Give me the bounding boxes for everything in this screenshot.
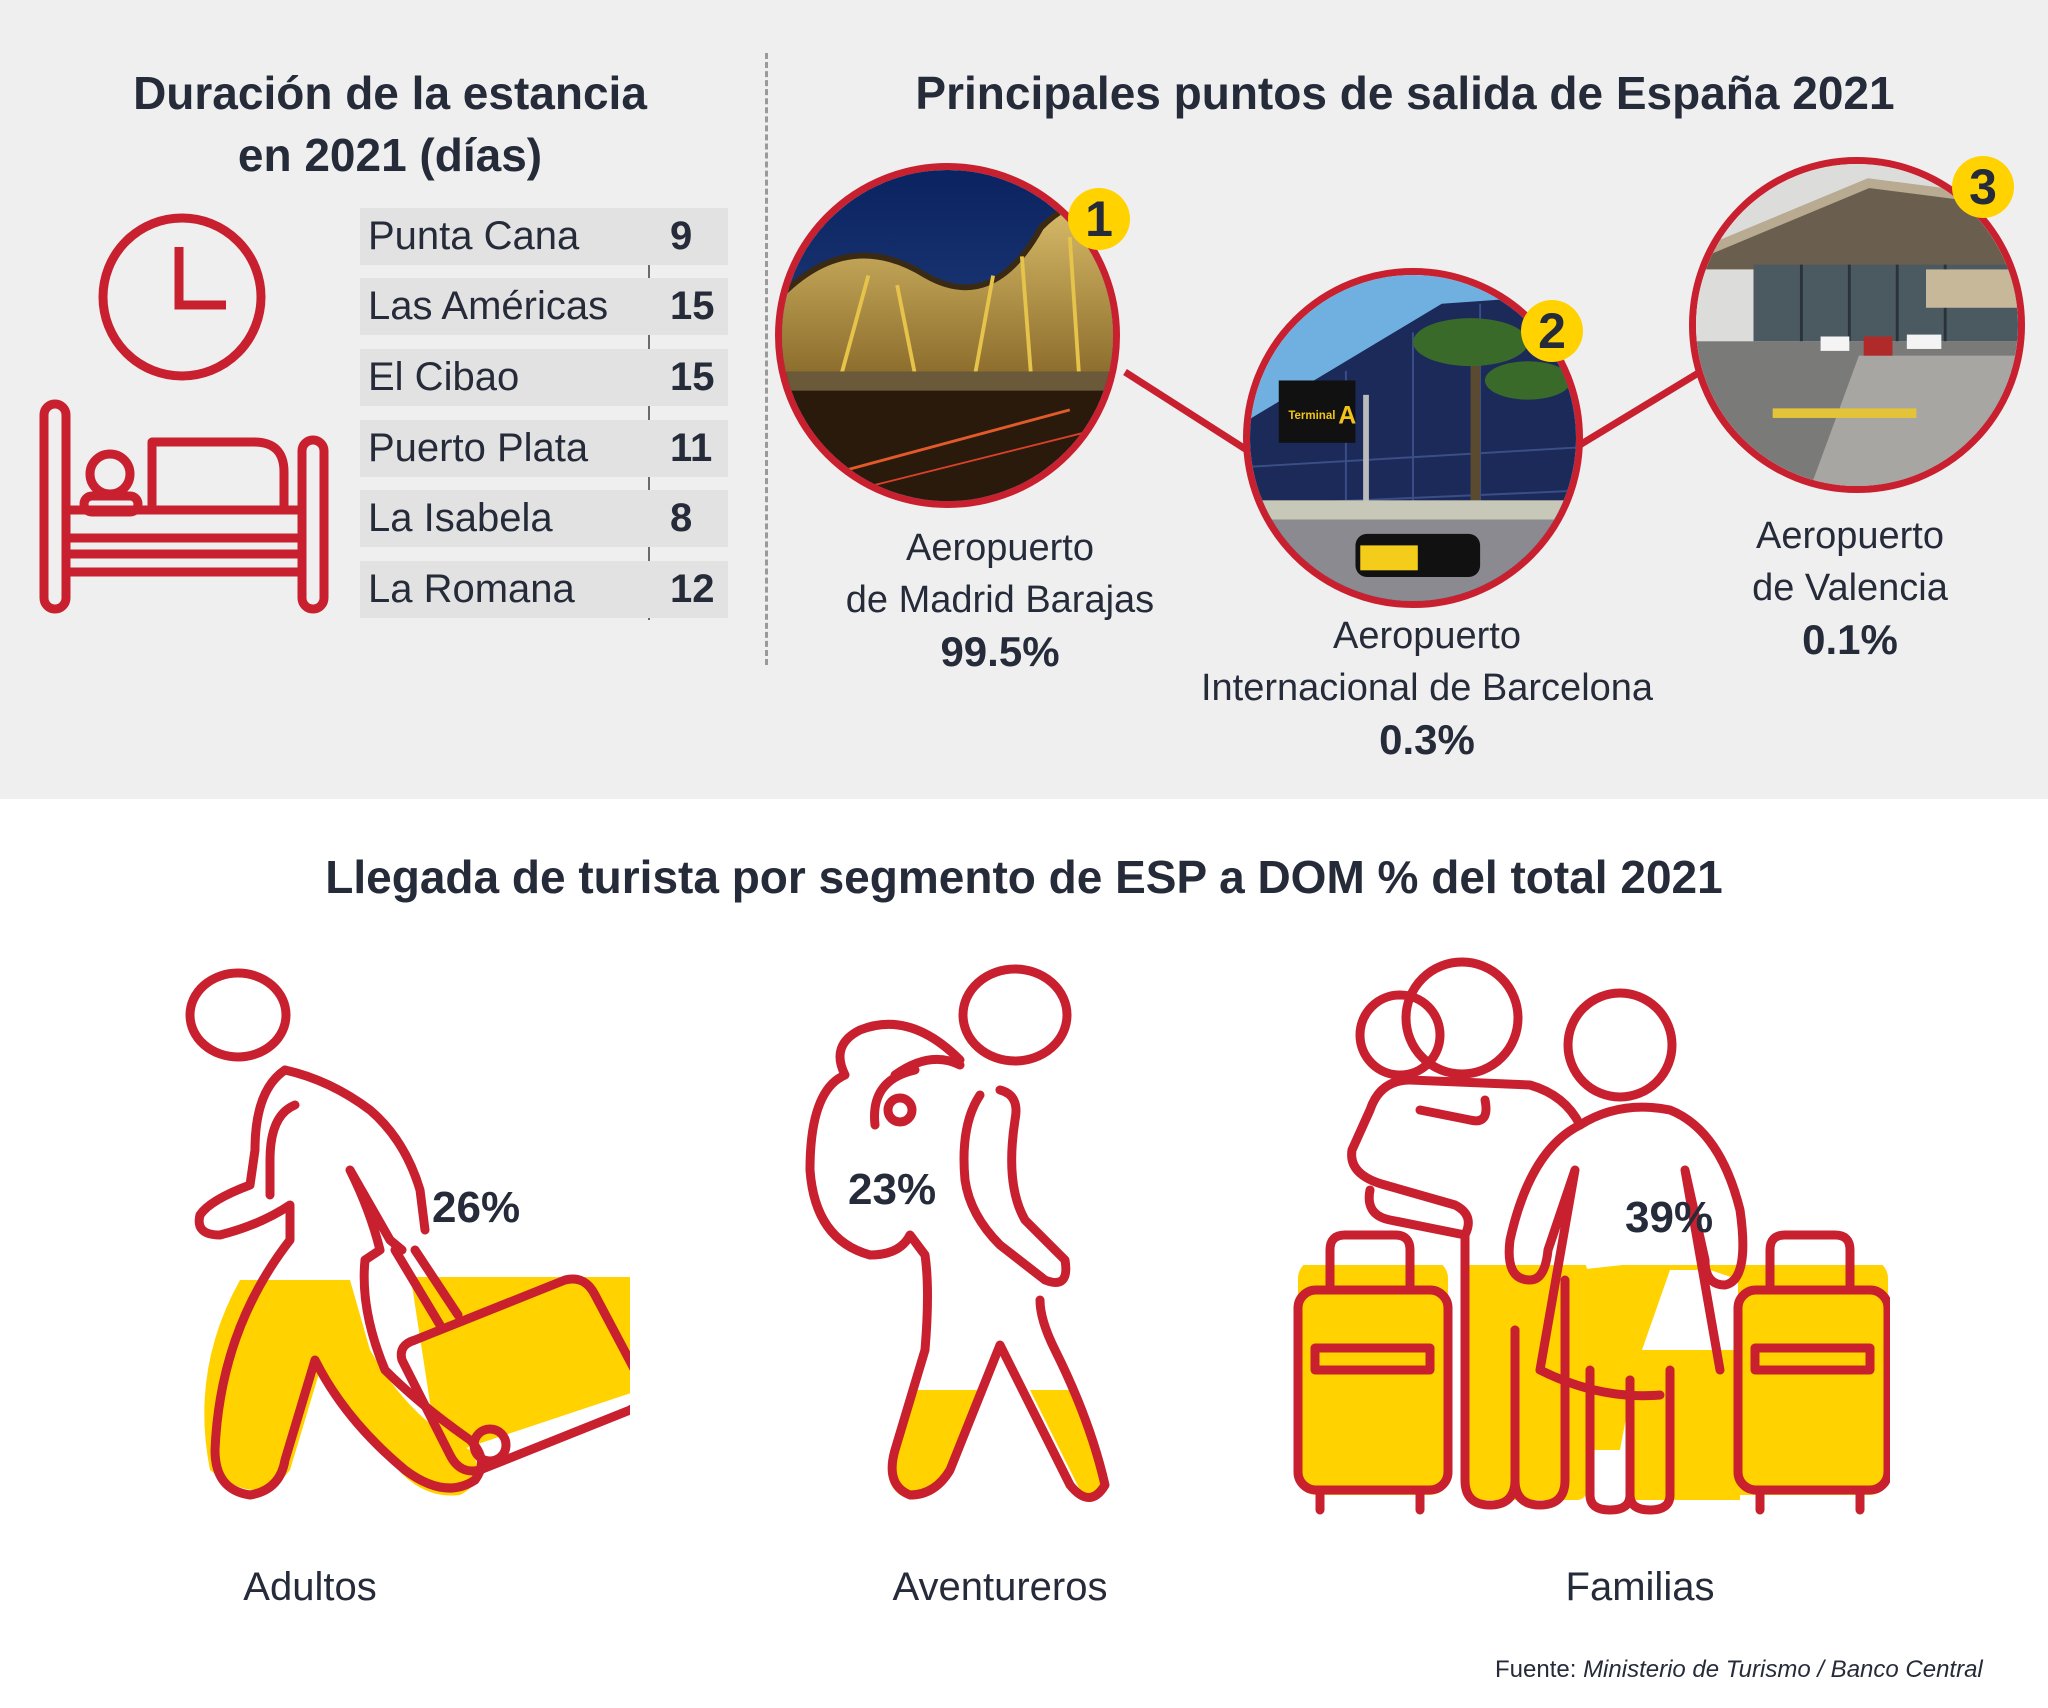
airport-name-line2: de Madrid Barajas <box>845 579 1155 621</box>
table-row: Las Américas 15 <box>360 278 728 335</box>
stay-days: 8 <box>670 496 693 540</box>
bed-icon <box>39 399 329 614</box>
clock-icon <box>98 213 266 381</box>
backpacker-icon <box>805 964 1110 1502</box>
valencia-airport-photo <box>1689 157 2025 493</box>
airport-connector-lines <box>1123 369 1702 455</box>
adults-label: Adultos <box>243 1565 377 1609</box>
table-row: Punta Cana 9 <box>360 208 728 265</box>
stay-table-divider <box>648 208 650 620</box>
table-row: El Cibao 15 <box>360 349 728 406</box>
table-row: Puerto Plata 11 <box>360 420 728 477</box>
adventurers-label: Aventureros <box>892 1565 1108 1609</box>
destination-name: La Romana <box>368 567 575 611</box>
destination-name: Las Américas <box>368 284 609 328</box>
airport-name-line1: Aeropuerto <box>1332 615 1521 657</box>
family-with-luggage-icon <box>1293 957 1890 1515</box>
source-text: Ministerio de Turismo / Banco Central <box>1583 1656 1983 1683</box>
airport-share: 99.5% <box>940 628 1060 675</box>
airport-name-line1: Aeropuerto <box>905 527 1094 569</box>
airport-name-line2: Internacional de Barcelona <box>1200 667 1654 709</box>
table-row: La Isabela 8 <box>360 490 728 547</box>
traveler-with-suitcase-icon <box>185 968 630 1500</box>
stay-days: 12 <box>670 567 715 611</box>
segments-title: Llegada de turista por segmento de ESP a… <box>325 851 1723 903</box>
stay-title-line2: en 2021 (días) <box>237 129 543 181</box>
source-prefix: Fuente: <box>1495 1656 1584 1683</box>
destination-name: Puerto Plata <box>368 426 589 470</box>
departures-title: Principales puntos de salida de España 2… <box>915 67 1895 119</box>
barcelona-airport-label: Aeropuerto Internacional de Barcelona 0.… <box>1127 610 1727 766</box>
valencia-airport-label: Aeropuerto de Valencia 0.1% <box>1680 510 2020 666</box>
destination-name: El Cibao <box>368 355 520 399</box>
stay-days: 11 <box>670 426 713 470</box>
families-label: Familias <box>1565 1565 1715 1609</box>
destination-name: La Isabela <box>368 496 553 540</box>
destination-name: Punta Cana <box>368 214 580 258</box>
adults-percentage: 26% <box>432 1183 521 1232</box>
families-percentage: 39% <box>1625 1193 1714 1242</box>
barcelona-airport-photo: Terminal A <box>1243 268 1583 608</box>
stay-days: 9 <box>670 214 693 258</box>
rank-badge-2: 2 <box>1521 300 1583 362</box>
stay-days: 15 <box>670 284 715 328</box>
airport-name-line1: Aeropuerto <box>1755 515 1944 557</box>
svg-text:Terminal: Terminal <box>1288 410 1335 422</box>
madrid-airport-label: Aeropuerto de Madrid Barajas 99.5% <box>800 522 1200 678</box>
stay-days: 15 <box>670 355 715 399</box>
stay-title-line1: Duración de la estancia <box>133 67 647 119</box>
source-note: Fuente: Ministerio de Turismo / Banco Ce… <box>1495 1656 1983 1684</box>
svg-text:A: A <box>1338 402 1356 430</box>
adventurers-percentage: 23% <box>848 1165 937 1214</box>
rank-badge-3: 3 <box>1952 156 2014 218</box>
airport-name-line2: de Valencia <box>1752 567 1948 609</box>
section-divider <box>765 53 768 665</box>
rank-badge-1: 1 <box>1068 188 1130 250</box>
airport-share: 0.1% <box>1802 616 1898 663</box>
airport-share: 0.3% <box>1379 716 1475 763</box>
table-row: La Romana 12 <box>360 561 728 618</box>
